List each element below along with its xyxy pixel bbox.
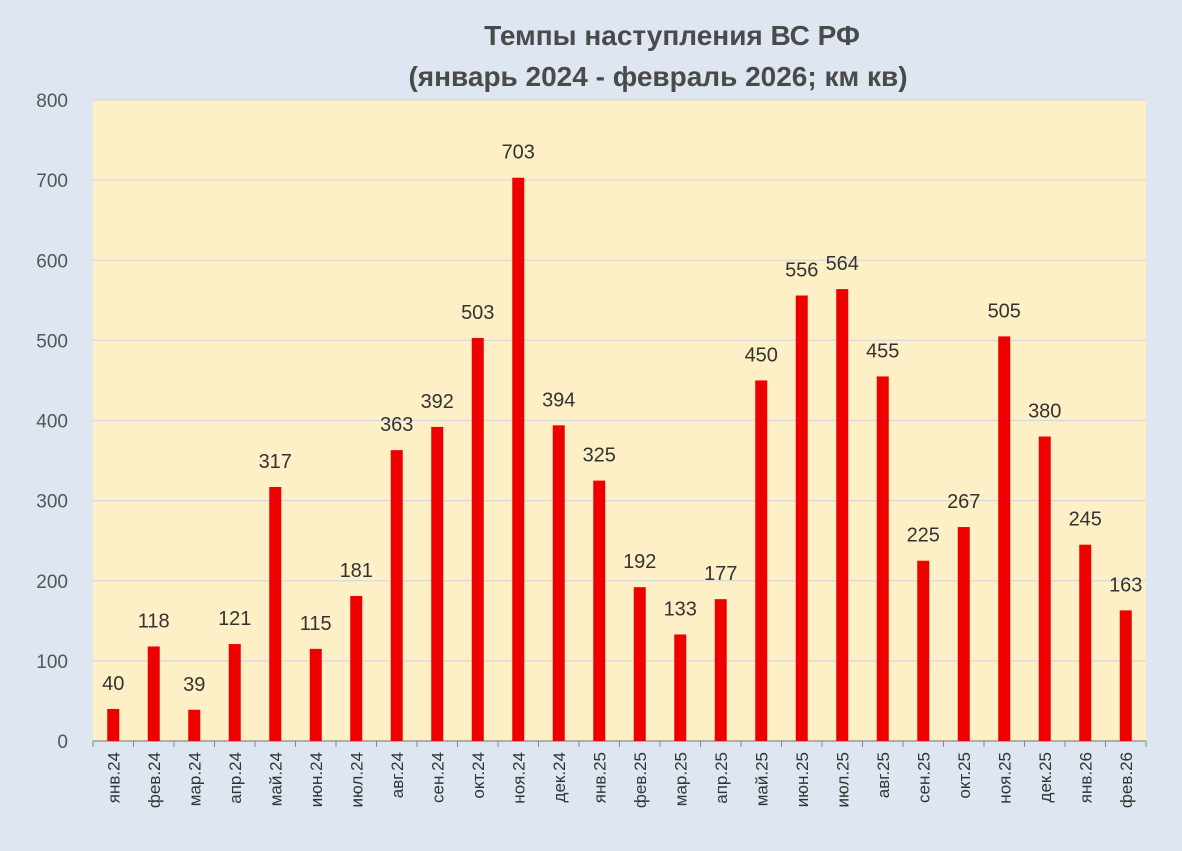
x-tick-label: май.25 — [752, 752, 771, 806]
data-label: 363 — [380, 414, 413, 436]
data-label: 503 — [461, 302, 494, 324]
x-tick-label: янв.24 — [104, 752, 123, 803]
bar-окт.24 — [471, 337, 484, 741]
x-tick-label: янв.26 — [1076, 752, 1095, 803]
y-tick-label: 700 — [36, 171, 68, 192]
bar-ноя.24 — [512, 177, 525, 741]
data-label: 564 — [826, 253, 859, 275]
data-label: 317 — [259, 451, 292, 473]
x-tick-label: авг.25 — [874, 752, 893, 798]
y-tick-label: 500 — [36, 331, 68, 352]
x-tick-label: янв.25 — [590, 752, 609, 803]
data-labels: 40 118 39 121 317 115 181 363 392 503 703 394 325 192… — [102, 142, 1142, 696]
x-tick-label: дек.24 — [550, 752, 569, 802]
x-tick-label: июл.25 — [833, 752, 852, 807]
x-tick-label: авг.24 — [388, 752, 407, 798]
x-tick-label: окт.25 — [955, 752, 974, 799]
bar-фев.24 — [147, 646, 160, 741]
x-tick-label: мар.25 — [671, 752, 690, 806]
bar-сен.24 — [431, 426, 444, 741]
data-label: 118 — [138, 610, 170, 632]
x-tick-label: апр.24 — [226, 752, 245, 804]
x-tick-label: ноя.24 — [509, 752, 528, 804]
x-tick-label: июн.25 — [793, 752, 812, 807]
bar-фев.26 — [1119, 610, 1132, 741]
bar-июн.25 — [795, 295, 808, 741]
bar-янв.24 — [107, 708, 120, 741]
bar-дек.24 — [552, 425, 565, 741]
bar-май.25 — [755, 380, 768, 741]
data-label: 115 — [300, 613, 332, 635]
bar-окт.25 — [957, 527, 970, 741]
bar-мар.25 — [674, 634, 687, 741]
data-label: 39 — [183, 674, 205, 696]
bar-фев.25 — [633, 587, 646, 741]
y-tick-label: 600 — [36, 251, 68, 272]
bar-сен.25 — [917, 560, 930, 741]
data-label: 177 — [704, 563, 737, 585]
x-tick-label: мар.24 — [185, 752, 204, 806]
bar-июн.24 — [309, 648, 322, 741]
data-label: 163 — [1109, 574, 1142, 596]
data-label: 394 — [542, 389, 575, 411]
y-axis: 0 100 200 300 400 500 600 700 800 — [36, 91, 68, 753]
data-label: 267 — [947, 491, 980, 513]
bar-мар.24 — [188, 709, 201, 741]
bar-дек.25 — [1038, 436, 1051, 741]
chart-title: Темпы наступления ВС РФ — [484, 20, 860, 51]
bar-июл.24 — [350, 595, 363, 741]
data-label: 380 — [1028, 401, 1061, 423]
y-tick-label: 0 — [57, 732, 68, 753]
bars — [107, 177, 1132, 741]
x-tick-label: окт.24 — [469, 752, 488, 799]
x-tick-label: дек.25 — [1036, 752, 1055, 802]
bar-янв.25 — [593, 480, 606, 741]
y-tick-label: 300 — [36, 492, 68, 513]
bar-авг.24 — [390, 450, 403, 741]
data-label: 121 — [218, 608, 251, 630]
data-label: 325 — [583, 445, 616, 467]
data-label: 40 — [102, 673, 124, 695]
x-tick-label: июн.24 — [307, 752, 326, 807]
y-tick-label: 800 — [36, 91, 68, 112]
data-label: 455 — [866, 340, 899, 362]
data-label: 181 — [340, 560, 373, 582]
data-label: 245 — [1069, 509, 1102, 531]
y-tick-label: 100 — [36, 652, 68, 673]
data-label: 133 — [664, 598, 697, 620]
x-tick-label: фев.24 — [145, 752, 164, 808]
bar-янв.26 — [1079, 544, 1092, 741]
gridlines — [93, 99, 1146, 742]
chart-subtitle: (январь 2024 - февраль 2026; км кв) — [408, 61, 907, 92]
x-tick-label: фев.25 — [631, 752, 650, 808]
data-label: 192 — [623, 551, 656, 573]
x-tick-label: май.24 — [266, 752, 285, 806]
data-label: 556 — [785, 260, 818, 282]
bar-апр.25 — [714, 599, 727, 741]
x-axis: янв.24 фев.24 мар.24 апр.24 май.24 июн.24 июл.… — [92, 741, 1147, 808]
x-tick-label: ноя.25 — [995, 752, 1014, 804]
data-label: 505 — [988, 300, 1021, 322]
data-label: 225 — [907, 525, 940, 547]
x-tick-label: фев.26 — [1117, 752, 1136, 808]
y-tick-label: 400 — [36, 412, 68, 433]
x-tick-label: апр.25 — [712, 752, 731, 804]
bar-май.24 — [269, 487, 282, 741]
data-label: 703 — [502, 142, 535, 164]
data-label: 450 — [745, 344, 778, 366]
x-tick-label: сен.24 — [428, 752, 447, 803]
bar-авг.25 — [876, 376, 889, 741]
x-tick-label: июл.24 — [347, 752, 366, 807]
x-tick-label: сен.25 — [914, 752, 933, 803]
bar-июл.25 — [836, 289, 849, 741]
data-label: 392 — [421, 391, 454, 413]
y-tick-label: 200 — [36, 572, 68, 593]
bar-апр.24 — [228, 644, 241, 741]
bar-ноя.25 — [998, 336, 1011, 741]
